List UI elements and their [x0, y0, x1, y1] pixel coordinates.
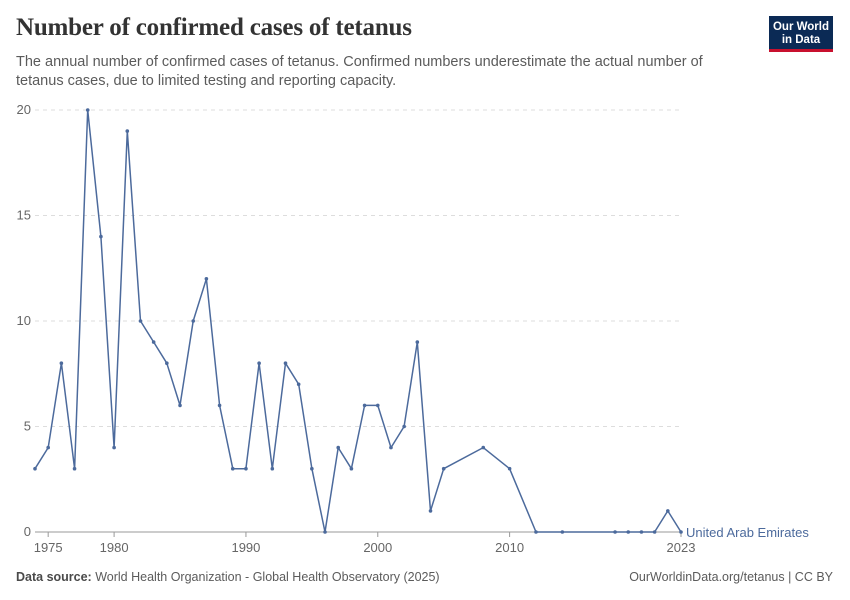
series-label: United Arab Emirates	[686, 525, 809, 540]
x-tick-label: 1980	[100, 540, 129, 555]
data-point	[534, 530, 538, 534]
owid-logo[interactable]: Our World in Data	[769, 16, 833, 52]
data-point	[323, 530, 327, 534]
data-point	[441, 466, 446, 471]
data-point	[336, 445, 341, 450]
data-point	[349, 466, 354, 471]
data-point	[389, 445, 393, 450]
y-tick-label: 10	[17, 313, 31, 328]
data-source: Data source: World Health Organization -…	[16, 570, 440, 584]
y-tick-labels: 0 5 10 15 20	[17, 102, 31, 539]
data-point	[178, 403, 182, 408]
data-point	[257, 361, 261, 366]
data-point	[402, 424, 406, 429]
y-tick-label: 15	[17, 208, 31, 223]
data-point	[138, 319, 143, 323]
data-point	[666, 509, 670, 513]
logo-line-2: in Data	[781, 34, 821, 46]
y-tick-label: 0	[24, 524, 31, 539]
data-point	[310, 466, 314, 471]
x-tick-label: 2010	[495, 540, 524, 555]
data-source-text: World Health Organization - Global Healt…	[95, 570, 440, 584]
x-tick-label: 2000	[363, 540, 392, 555]
data-point	[33, 466, 37, 471]
data-point	[652, 530, 657, 534]
x-tick-labels: 1975 1980 1990 2000 2010 2023	[34, 532, 696, 555]
data-source-label: Data source:	[16, 570, 92, 584]
data-point	[204, 277, 209, 281]
chart-subtitle: The annual number of confirmed cases of …	[16, 54, 703, 89]
data-point	[59, 361, 64, 366]
x-tick-label: 1990	[231, 540, 260, 555]
data-point	[165, 361, 169, 366]
data-point	[85, 108, 90, 112]
data-point	[613, 530, 617, 534]
data-point	[46, 445, 50, 450]
data-point	[270, 466, 275, 471]
logo-line-1: Our World	[772, 21, 829, 33]
data-point	[283, 361, 288, 366]
series-layer: United Arab Emirates	[33, 108, 809, 540]
chart-title: Number of confirmed cases of tetanus	[16, 14, 412, 41]
y-tick-label: 5	[24, 419, 31, 434]
data-point	[217, 403, 222, 408]
x-tick-label: 2023	[667, 540, 696, 555]
data-point	[375, 403, 380, 408]
data-point	[125, 129, 130, 133]
data-point	[507, 466, 512, 471]
x-tick-label: 1975	[34, 540, 63, 555]
data-point	[296, 382, 301, 387]
credit-link[interactable]: OurWorldinData.org/tetanus | CC BY	[629, 570, 833, 584]
data-point	[428, 509, 433, 513]
data-point	[481, 445, 486, 450]
data-point	[230, 466, 235, 471]
data-point	[639, 530, 644, 534]
series-line	[34, 109, 682, 533]
data-point	[191, 319, 196, 323]
data-point	[626, 530, 631, 534]
data-point	[560, 530, 565, 534]
data-point	[679, 530, 683, 534]
data-point	[244, 466, 248, 471]
data-point	[362, 403, 367, 408]
data-point	[151, 340, 156, 344]
data-point	[72, 466, 77, 471]
data-point	[112, 445, 116, 450]
data-point	[415, 340, 420, 344]
y-tick-label: 20	[17, 102, 31, 117]
data-point	[99, 234, 103, 239]
grid-lines	[35, 109, 681, 533]
